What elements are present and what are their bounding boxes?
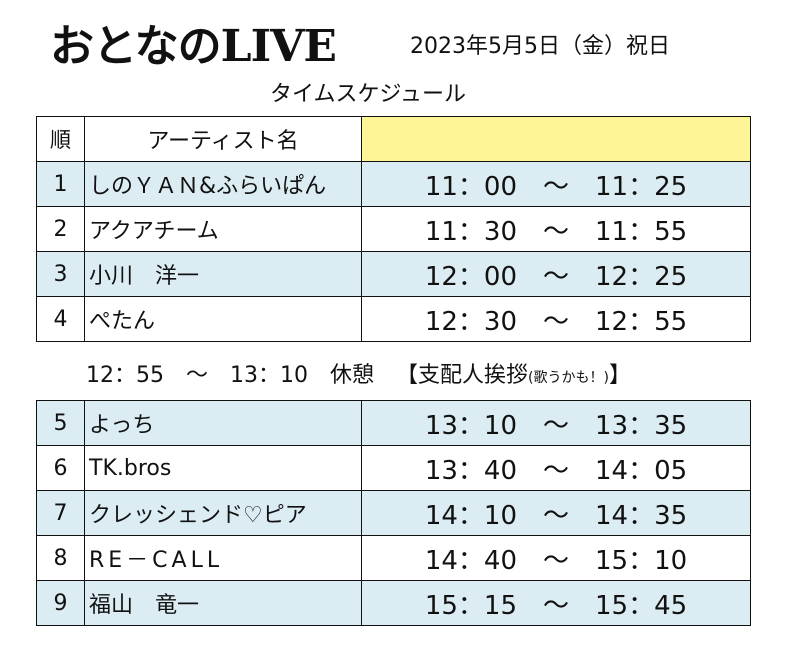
time-separator: ～ [542,261,569,292]
table-row: 5 よっち 13：10 ～ 13：35 [36,400,751,446]
time-separator: ～ [542,410,569,441]
time-slot: 12：30 ～ 12：55 [361,296,751,342]
event-title: おとなのLIVE [50,21,337,72]
time-separator: ～ [542,306,569,337]
schedule-subtitle: タイムスケジュール [270,82,467,107]
end-time: 14：05 [595,455,688,486]
end-time: 12：55 [595,306,688,337]
artist-name: ぺたん [84,296,362,342]
artist-name: アクアチーム [84,206,362,252]
row-number: 9 [36,580,85,626]
row-number: 2 [36,206,85,252]
artist-name: RE－CALL [84,535,362,581]
table-row: 3 小川 洋一 12：00 ～ 12：25 [36,251,751,297]
start-time: 12：00 [424,261,517,292]
table-row: 1 しのＹＡＮ&ふらいぱん 11：00 ～ 11：25 [36,161,751,207]
end-time: 14：35 [595,500,688,531]
time-separator: ～ [542,216,569,247]
row-number: 1 [36,161,85,207]
row-number: 4 [36,296,85,342]
end-time: 11：55 [595,216,688,247]
time-separator: ～ [542,171,569,202]
time-slot: 11：30 ～ 11：55 [361,206,751,252]
table-header-row: 順 アーティスト名 [36,116,751,162]
break-note-close: 】 [608,363,631,388]
time-separator: ～ [542,590,569,621]
column-header-time [361,116,751,162]
break-time-separator: ～ [186,363,209,388]
break-end-time: 13：10 [230,363,309,388]
start-time: 14：40 [424,545,517,576]
time-separator: ～ [542,545,569,576]
table-row: 8 RE－CALL 14：40 ～ 15：10 [36,535,751,581]
row-number: 5 [36,400,85,446]
column-header-order: 順 [36,116,85,162]
break-note-main: 【支配人挨拶 [396,363,529,388]
time-separator: ～ [542,455,569,486]
time-slot: 14：40 ～ 15：10 [361,535,751,581]
schedule-table-second-half: 5 よっち 13：10 ～ 13：35 6 TK.bros 13：40 ～ 14：05 … [36,400,751,626]
time-slot: 11：00 ～ 11：25 [361,161,751,207]
row-number: 3 [36,251,85,297]
time-slot: 12：00 ～ 12：25 [361,251,751,297]
break-start-time: 12：55 [86,363,164,388]
end-time: 15：10 [595,545,688,576]
time-slot: 15：15 ～ 15：45 [361,580,751,626]
artist-name: よっち [84,400,362,446]
artist-name: 小川 洋一 [84,251,362,297]
end-time: 15：45 [595,590,688,621]
table-row: 9 福山 竜一 15：15 ～ 15：45 [36,580,751,626]
end-time: 11：25 [595,171,688,202]
start-time: 12：30 [424,306,517,337]
table-row: 7 クレッシェンド♡ピア 14：10 ～ 14：35 [36,490,751,536]
break-note-small: (歌うかも！) [528,370,609,386]
break-label: 休憩 [330,363,375,388]
table-row: 2 アクアチーム 11：30 ～ 11：55 [36,206,751,252]
event-date: 2023年5月5日（金）祝日 [410,34,670,59]
table-row: 4 ぺたん 12：30 ～ 12：55 [36,296,751,342]
end-time: 13：35 [595,410,688,441]
time-separator: ～ [542,500,569,531]
start-time: 14：10 [424,500,517,531]
time-slot: 14：10 ～ 14：35 [361,490,751,536]
artist-name: クレッシェンド♡ピア [84,490,362,536]
time-slot: 13：10 ～ 13：35 [361,400,751,446]
row-number: 7 [36,490,85,536]
start-time: 13：10 [424,410,517,441]
break-row: 12：55 ～ 13：10 休憩 【支配人挨拶(歌うかも！)】 [86,361,631,393]
row-number: 6 [36,445,85,491]
break-note: 【支配人挨拶(歌うかも！)】 [396,363,631,388]
start-time: 11：00 [424,171,517,202]
artist-name: TK.bros [84,445,362,491]
artist-name: しのＹＡＮ&ふらいぱん [84,161,362,207]
end-time: 12：25 [595,261,688,292]
start-time: 13：40 [424,455,517,486]
time-slot: 13：40 ～ 14：05 [361,445,751,491]
schedule-table-first-half: 順 アーティスト名 1 しのＹＡＮ&ふらいぱん 11：00 ～ 11：25 2 アク… [36,116,751,342]
table-row: 6 TK.bros 13：40 ～ 14：05 [36,445,751,491]
start-time: 15：15 [424,590,517,621]
row-number: 8 [36,535,85,581]
artist-name: 福山 竜一 [84,580,362,626]
start-time: 11：30 [424,216,517,247]
column-header-artist: アーティスト名 [84,116,362,162]
